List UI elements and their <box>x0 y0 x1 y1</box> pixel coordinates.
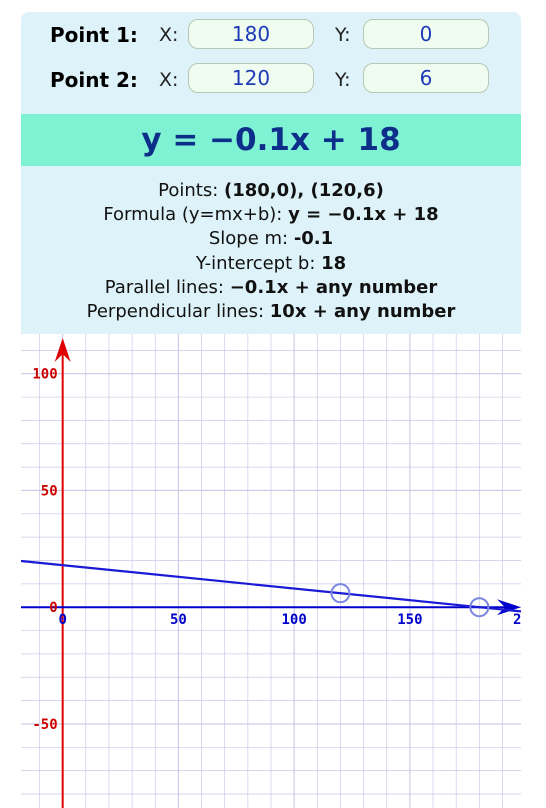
point2-x-label: X: <box>159 69 179 91</box>
point1-y-input[interactable] <box>363 19 489 49</box>
x-axis-arrow <box>497 599 521 616</box>
input-panel: Point 1: X: Y: Point 2: X: Y: y = −0.1x … <box>21 12 521 334</box>
y-tick-label: 100 <box>32 367 57 383</box>
point2-y-input[interactable] <box>363 63 489 93</box>
y-tick-label: 0 <box>49 600 57 616</box>
parallel-value: −0.1x + any number <box>229 276 438 298</box>
x-tick-label: 0 <box>58 612 66 628</box>
y-axis-arrow <box>54 338 71 362</box>
formula-banner: y = −0.1x + 18 <box>21 114 521 166</box>
formula-value: y = −0.1x + 18 <box>288 204 439 226</box>
line-series <box>21 559 521 618</box>
equation-line <box>21 559 521 613</box>
formula-banner-text: y = −0.1x + 18 <box>141 122 401 158</box>
slope-value: -0.1 <box>293 228 334 250</box>
perpendicular-value: 10x + any number <box>269 301 456 323</box>
point1-label: Point 1: <box>50 23 138 47</box>
info-parallel: Parallel lines: −0.1x + any number <box>104 276 438 298</box>
y-tick-label: -50 <box>32 717 57 733</box>
info-formula: Formula (y=mx+b): y = −0.1x + 18 <box>103 204 439 226</box>
tick-labels: 0 50 100 150 200 100 50 0 -50 <box>32 367 538 733</box>
x-tick-label: 50 <box>170 612 187 628</box>
x-tick-label: 100 <box>281 612 306 628</box>
point2-y-label: Y: <box>335 69 351 91</box>
y-tick-label: 50 <box>41 483 58 499</box>
point2-x-input[interactable] <box>188 63 314 93</box>
info-points: Points: (180,0), (120,6) <box>158 180 384 201</box>
point2-label: Point 2: <box>50 68 138 92</box>
point1-x-input[interactable] <box>188 19 314 49</box>
point-marker-2 <box>330 583 351 604</box>
info-perpendicular: Perpendicular lines: 10x + any number <box>86 301 456 323</box>
point-marker-1 <box>469 597 490 618</box>
graph-canvas[interactable]: 0 50 100 150 200 100 50 0 -50 <box>0 334 546 808</box>
info-slope: Slope m: -0.1 <box>208 228 334 250</box>
info-intercept: Y-intercept b: 18 <box>195 252 347 274</box>
point1-y-label: Y: <box>335 24 351 46</box>
points-value: (180,0), (120,6) <box>223 180 384 201</box>
info-block: Points: (180,0), (120,6) Formula (y=mx+b… <box>21 179 521 324</box>
axes <box>21 338 521 808</box>
x-tick-label: 150 <box>397 612 422 628</box>
grid <box>21 334 521 808</box>
point1-x-label: X: <box>159 24 179 46</box>
intercept-value: 18 <box>321 252 347 274</box>
x-tick-label: 200 <box>513 612 538 628</box>
